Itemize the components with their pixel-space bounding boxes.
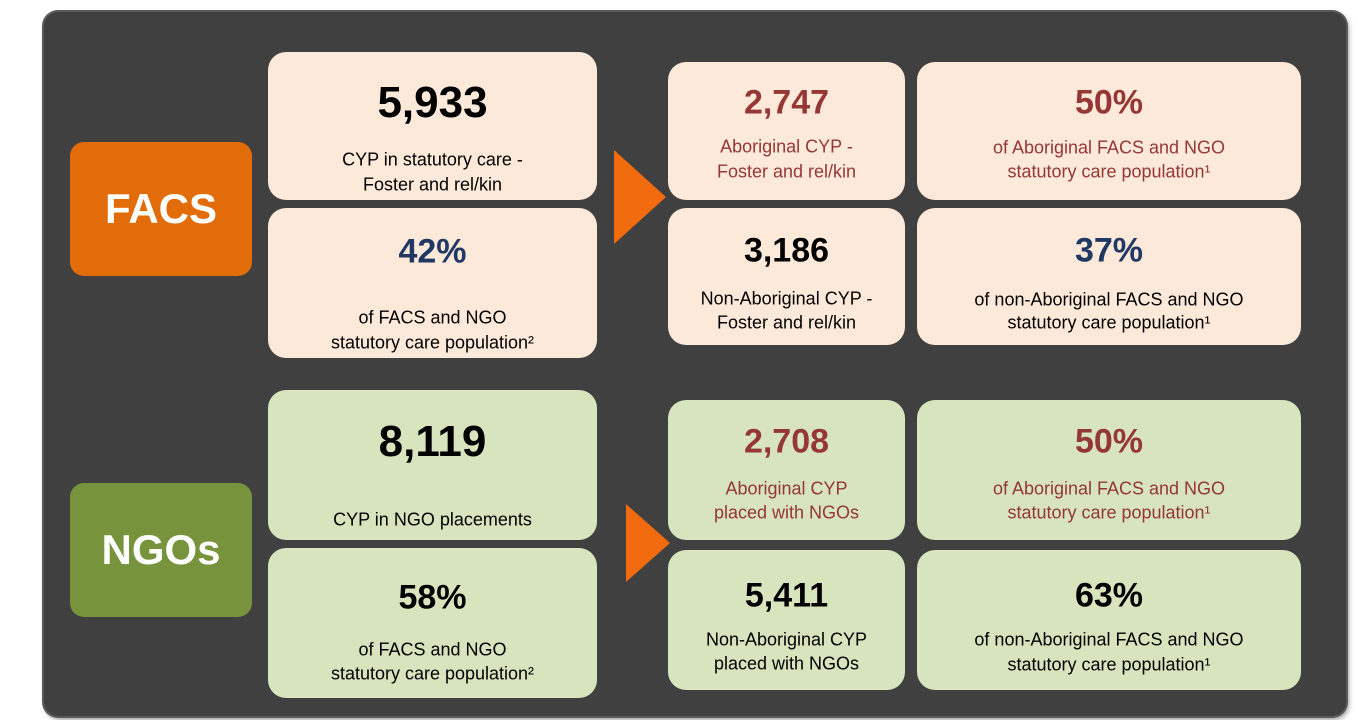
stat-text: Foster and rel/kin (362, 174, 503, 195)
arrow (614, 150, 666, 244)
stat-card: 5,933 CYP in statutory care - Foster and r… (268, 52, 597, 200)
stat-text: Non-Aboriginal CYP - (700, 288, 873, 309)
section-label: NGOs (70, 483, 252, 617)
stat-text: of Aboriginal FACS and NGO (992, 478, 1226, 499)
stat-value: 50% (1074, 422, 1144, 461)
stat-text: statutory care population¹ (1007, 654, 1211, 675)
stat-text: statutory care population¹ (1007, 502, 1211, 523)
stat-text: of FACS and NGO (358, 307, 507, 328)
stat-value: 50% (1074, 83, 1144, 122)
stat-card: 3,186 Non-Aboriginal CYP - Foster and rel/… (668, 208, 905, 345)
stat-text: of Aboriginal FACS and NGO (992, 137, 1226, 158)
stat-text: of FACS and NGO (358, 639, 507, 660)
stat-card: 42% of FACS and NGO statutory care populat… (268, 208, 597, 358)
stat-text: Aboriginal CYP (725, 478, 848, 499)
stat-card: 63% of non-Aboriginal FACS and NGO statuto… (917, 550, 1301, 690)
stat-text: statutory care population¹ (1007, 312, 1211, 333)
stat-text: of non-Aboriginal FACS and NGO (974, 289, 1244, 310)
stat-card: 8,119 CYP in NGO placements (268, 390, 597, 540)
stat-value: 5,933 (377, 78, 488, 127)
section-label: FACS (70, 142, 252, 276)
stat-value: 42% (398, 232, 467, 271)
stat-text: CYP in NGO placements (333, 509, 532, 530)
stat-value: 8,119 (378, 417, 487, 466)
stat-value: 63% (1074, 576, 1144, 615)
stat-card: 50% of Aboriginal FACS and NGO statutory c… (917, 400, 1301, 540)
stat-text: statutory care population¹ (1007, 161, 1211, 182)
stat-card: 37% of non-Aboriginal FACS and NGO statuto… (917, 208, 1301, 345)
stat-text: placed with NGOs (713, 502, 860, 523)
arrow (626, 504, 670, 582)
stat-value: 2,747 (743, 83, 830, 122)
stat-text: Foster and rel/kin (716, 312, 857, 333)
stat-text: CYP in statutory care - (342, 149, 523, 170)
stat-text: of non-Aboriginal FACS and NGO (974, 629, 1244, 650)
stat-text: statutory care population² (330, 663, 535, 684)
stat-text: statutory care population² (330, 332, 535, 353)
stat-text: Aboriginal CYP - (720, 136, 853, 157)
stat-card: 5,411 Non-Aboriginal CYP placed with NGOs (668, 550, 905, 690)
stat-text: placed with NGOs (713, 653, 860, 674)
stat-card: 50% of Aboriginal FACS and NGO statutory c… (917, 62, 1301, 200)
stat-value: 2,708 (743, 422, 830, 461)
stat-card: 58% of FACS and NGO statutory care populat… (268, 548, 597, 698)
stat-value: 5,411 (744, 576, 829, 615)
stat-card: 2,747 Aboriginal CYP - Foster and rel/kin (668, 62, 905, 200)
stat-card: 2,708 Aboriginal CYP placed with NGOs (668, 400, 905, 540)
stat-value: 58% (398, 578, 467, 617)
stat-value: 37% (1074, 231, 1144, 270)
stat-value: 3,186 (743, 231, 830, 270)
stat-text: Foster and rel/kin (716, 161, 857, 182)
stat-text: Non-Aboriginal CYP (705, 629, 868, 650)
